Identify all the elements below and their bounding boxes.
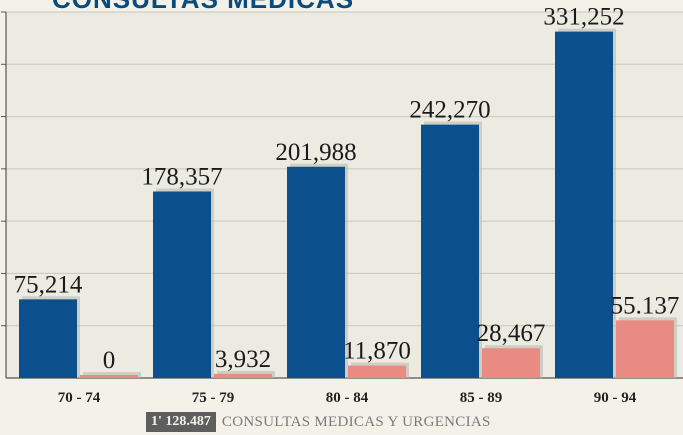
data-label: 55.137 bbox=[611, 292, 680, 319]
bar-blue-0 bbox=[19, 299, 77, 378]
data-label: 28,467 bbox=[477, 320, 546, 347]
bar-pink-3 bbox=[482, 348, 540, 378]
data-label: 3,932 bbox=[215, 346, 271, 373]
data-label: 242,270 bbox=[409, 97, 490, 124]
bar-pink-0 bbox=[80, 375, 138, 378]
data-label: 331,252 bbox=[543, 4, 624, 31]
x-tick-label: 85 - 89 bbox=[460, 390, 503, 406]
bar-blue-2 bbox=[287, 166, 345, 378]
chart-footer: 1' 128.487 CONSULTAS MEDICAS Y URGENCIAS bbox=[146, 411, 491, 433]
bar-blue-4 bbox=[555, 31, 613, 379]
x-tick-label: 90 - 94 bbox=[594, 390, 637, 406]
bar-pink-2 bbox=[348, 365, 406, 378]
bar-pink-4 bbox=[616, 320, 674, 378]
x-tick-label: 70 - 74 bbox=[58, 390, 101, 406]
bar-pink-1 bbox=[214, 373, 272, 378]
data-label: 0 bbox=[103, 347, 116, 374]
data-label: 178,357 bbox=[141, 163, 222, 190]
data-label: 11,870 bbox=[343, 338, 411, 365]
total-badge: 1' 128.487 bbox=[146, 412, 216, 432]
footer-label: CONSULTAS MEDICAS Y URGENCIAS bbox=[221, 413, 491, 430]
data-label: 75,214 bbox=[14, 271, 83, 298]
chart-title: CONSULTAS MEDICAS bbox=[52, 0, 354, 15]
x-tick-label: 80 - 84 bbox=[326, 390, 369, 406]
x-tick-label: 75 - 79 bbox=[192, 390, 235, 406]
bar-blue-3 bbox=[421, 124, 479, 378]
data-label: 201,988 bbox=[275, 139, 356, 166]
bar-blue-1 bbox=[153, 191, 211, 378]
